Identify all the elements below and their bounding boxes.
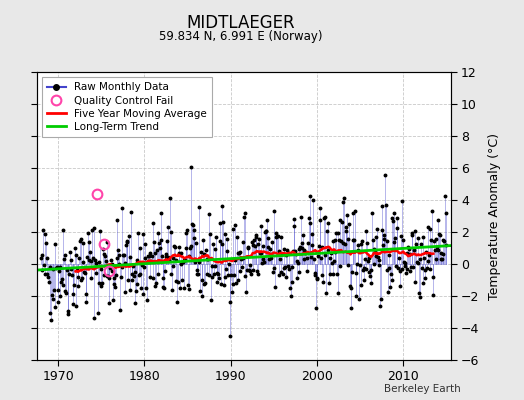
- Text: MIDTLAEGER: MIDTLAEGER: [187, 14, 296, 32]
- Y-axis label: Temperature Anomaly (°C): Temperature Anomaly (°C): [488, 132, 501, 300]
- Text: Berkeley Earth: Berkeley Earth: [385, 384, 461, 394]
- Text: 59.834 N, 6.991 E (Norway): 59.834 N, 6.991 E (Norway): [159, 30, 323, 43]
- Legend: Raw Monthly Data, Quality Control Fail, Five Year Moving Average, Long-Term Tren: Raw Monthly Data, Quality Control Fail, …: [42, 77, 212, 137]
